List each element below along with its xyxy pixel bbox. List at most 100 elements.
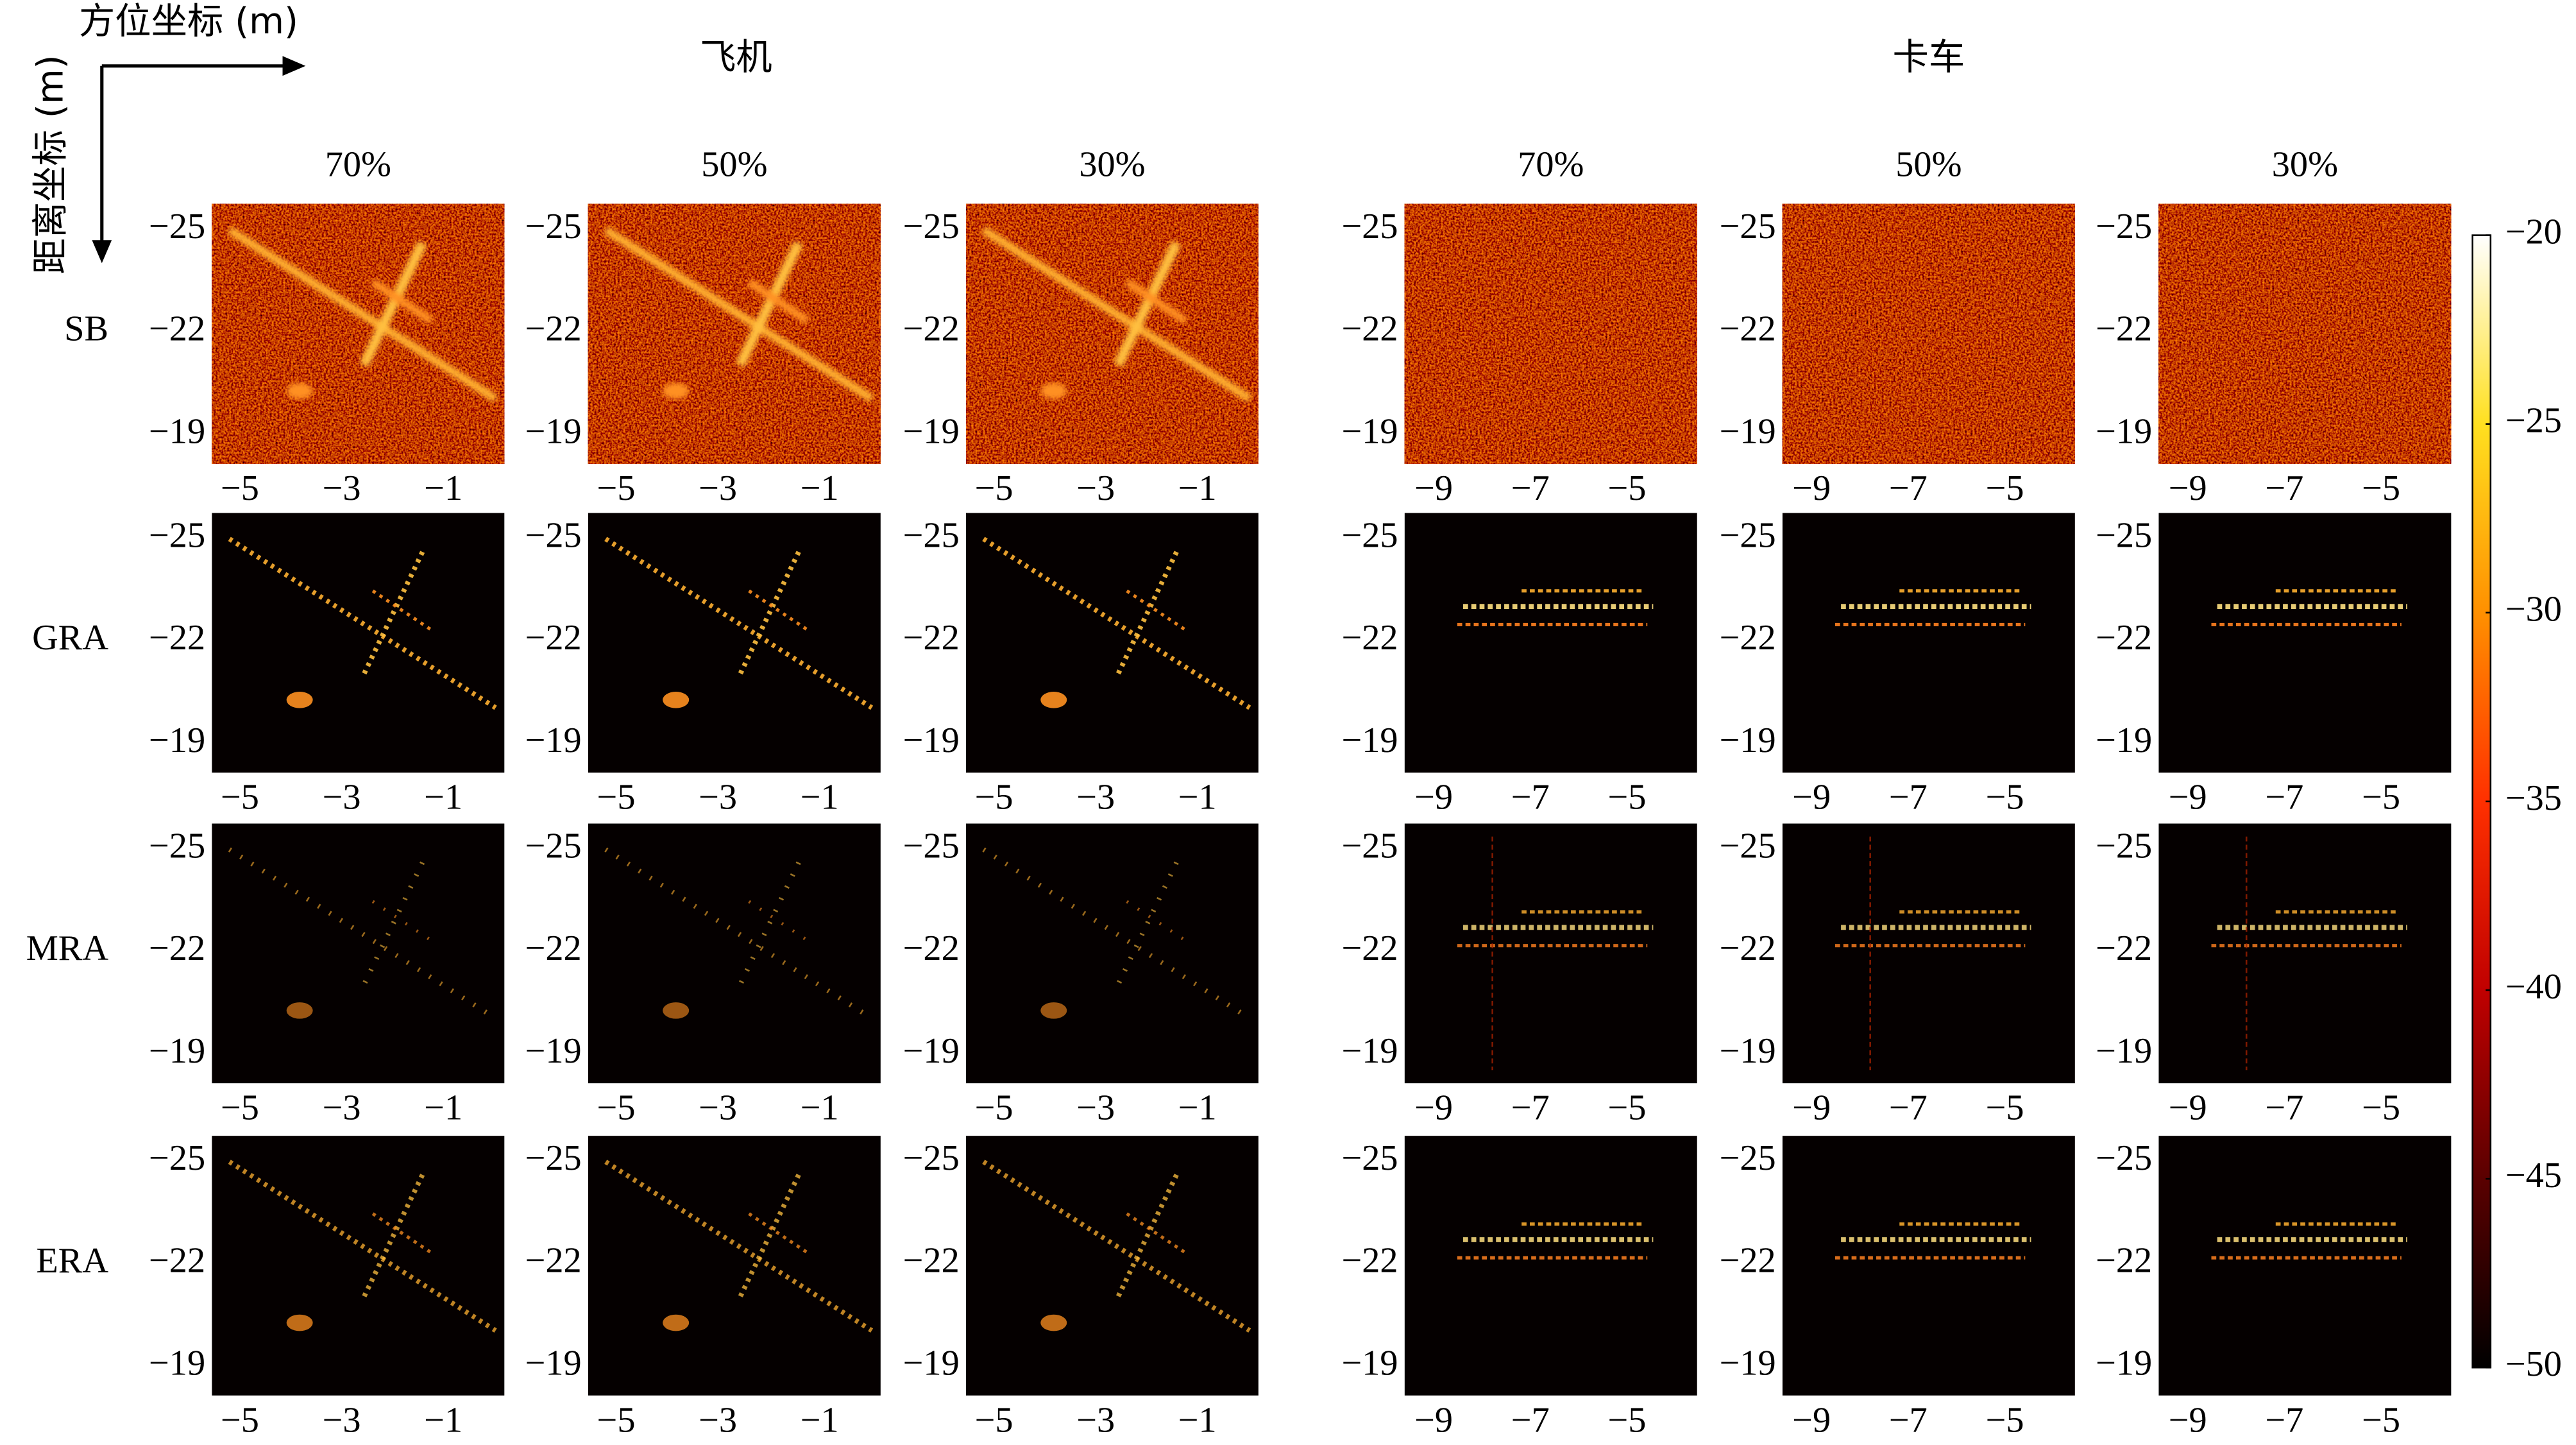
x-tick-label: −3 xyxy=(699,778,737,817)
sar-image xyxy=(212,513,505,773)
sar-image xyxy=(966,513,1258,773)
sar-image xyxy=(588,513,881,773)
y-axis-label: 距离坐标 (m) xyxy=(30,55,72,274)
target-echo xyxy=(1126,1212,1187,1254)
y-tick-label: −22 xyxy=(1720,928,1776,968)
x-tick-label: −7 xyxy=(2265,778,2303,817)
panel xyxy=(966,203,1258,464)
y-tick-label: −22 xyxy=(903,928,960,968)
y-tick-label: −19 xyxy=(1341,411,1398,451)
x-tick-label: −9 xyxy=(2169,1400,2207,1440)
target-echo xyxy=(370,278,434,325)
row-label: GRA xyxy=(32,618,108,658)
x-tick-label: −5 xyxy=(1986,1088,2024,1128)
target-echo xyxy=(747,278,810,325)
x-axis-label: 方位坐标 (m) xyxy=(79,1,298,42)
group-title: 卡车 xyxy=(1893,37,1965,78)
target-echo xyxy=(1040,382,1067,400)
sar-clutter xyxy=(2158,203,2452,464)
target-echo xyxy=(1124,278,1188,325)
sar-image xyxy=(2158,513,2452,773)
y-tick-label: −22 xyxy=(149,309,205,349)
y-tick-label: −22 xyxy=(1341,1241,1398,1281)
y-tick-label: −19 xyxy=(149,721,205,760)
target-echo xyxy=(286,382,313,400)
y-tick-label: −25 xyxy=(149,515,205,555)
x-tick-label: −7 xyxy=(1889,1088,1928,1128)
panel xyxy=(2158,513,2452,773)
y-tick-label: −22 xyxy=(149,1241,205,1281)
x-tick-label: −9 xyxy=(1414,1400,1453,1440)
x-tick-label: −1 xyxy=(1178,1400,1217,1440)
x-tick-label: −7 xyxy=(2265,468,2303,508)
colorbar-tick-label: −30 xyxy=(2505,590,2562,629)
x-tick-label: −5 xyxy=(2362,468,2400,508)
x-tick-label: −5 xyxy=(975,1400,1013,1440)
panel xyxy=(1404,1136,1697,1396)
y-tick-label: −22 xyxy=(903,618,960,658)
target-echo xyxy=(663,382,690,400)
panel xyxy=(1782,513,2075,773)
y-tick-label: −22 xyxy=(2096,309,2152,349)
y-tick-label: −19 xyxy=(149,1343,205,1383)
y-tick-label: −19 xyxy=(525,1031,582,1071)
y-tick-label: −19 xyxy=(2096,1343,2152,1383)
x-tick-label: −5 xyxy=(221,1088,259,1128)
target-echo xyxy=(981,226,1252,402)
y-tick-label: −19 xyxy=(1341,1031,1398,1071)
target-echo xyxy=(604,1159,874,1333)
y-tick-label: −22 xyxy=(903,309,960,349)
x-tick-label: −1 xyxy=(801,1400,839,1440)
target-echo xyxy=(736,241,804,368)
y-tick-label: −19 xyxy=(1341,1343,1398,1383)
colorbar-tick-label: −35 xyxy=(2505,778,2562,818)
y-tick-label: −22 xyxy=(2096,1241,2152,1281)
y-tick-label: −22 xyxy=(903,1241,960,1281)
sar-image xyxy=(1782,823,2075,1084)
x-tick-label: −5 xyxy=(597,1088,636,1128)
colorbar-tick-label: −20 xyxy=(2505,212,2562,252)
x-tick-label: −7 xyxy=(2265,1088,2303,1128)
target-echo xyxy=(227,226,498,402)
x-tick-label: −7 xyxy=(2265,1400,2303,1440)
arrow-head xyxy=(282,56,306,76)
target-echo xyxy=(982,536,1251,710)
y-tick-label: −25 xyxy=(2096,1138,2152,1178)
x-tick-label: −3 xyxy=(1076,468,1115,508)
x-tick-label: −3 xyxy=(323,1400,361,1440)
y-tick-label: −25 xyxy=(525,826,582,866)
column-label: 50% xyxy=(1895,145,1962,185)
y-tick-label: −19 xyxy=(903,1031,960,1071)
target-echo xyxy=(1040,1314,1067,1331)
sar-image xyxy=(2158,823,2452,1084)
y-tick-label: −25 xyxy=(1720,207,1776,246)
panel xyxy=(2158,1136,2452,1396)
panel xyxy=(966,513,1258,773)
x-tick-label: −5 xyxy=(1986,1400,2024,1440)
y-tick-label: −22 xyxy=(1341,618,1398,658)
x-tick-label: −5 xyxy=(1608,1400,1647,1440)
x-tick-label: −7 xyxy=(1511,468,1550,508)
panel xyxy=(2158,823,2452,1084)
x-tick-label: −7 xyxy=(1889,468,1928,508)
x-tick-label: −1 xyxy=(424,1400,462,1440)
sar-image xyxy=(212,823,505,1084)
y-tick-label: −19 xyxy=(1341,721,1398,760)
target-echo xyxy=(362,551,425,676)
y-tick-label: −19 xyxy=(525,1343,582,1383)
x-tick-label: −5 xyxy=(975,468,1013,508)
x-tick-label: −5 xyxy=(221,468,259,508)
y-tick-label: −19 xyxy=(149,1031,205,1071)
row-label: ERA xyxy=(36,1241,108,1281)
colorbar-tick-label: −40 xyxy=(2505,967,2562,1007)
sar-image xyxy=(1404,513,1697,773)
x-tick-label: −9 xyxy=(1792,1400,1831,1440)
panel xyxy=(966,1136,1258,1396)
y-tick-label: −19 xyxy=(903,1343,960,1383)
sar-image xyxy=(966,1136,1258,1396)
panel xyxy=(212,513,505,773)
sar-image xyxy=(1782,513,2075,773)
y-tick-label: −19 xyxy=(2096,721,2152,760)
y-tick-label: −25 xyxy=(525,207,582,246)
x-tick-label: −7 xyxy=(1889,778,1928,817)
